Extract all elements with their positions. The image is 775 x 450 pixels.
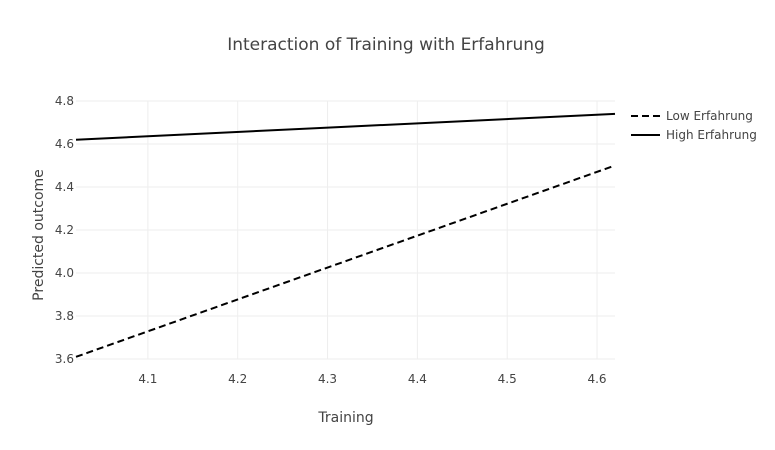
legend-label: High Erfahrung xyxy=(666,128,757,142)
y-tick-label: 4.6 xyxy=(55,137,74,151)
chart-title: Interaction of Training with Erfahrung xyxy=(227,35,545,55)
x-tick-label: 4.1 xyxy=(138,372,157,386)
y-axis-ticks: 3.6 3.8 4.0 4.2 4.4 4.6 4.8 xyxy=(55,94,74,366)
x-tick-label: 4.2 xyxy=(228,372,247,386)
x-tick-label: 4.4 xyxy=(408,372,427,386)
series-line-high xyxy=(75,112,616,141)
x-tick-label: 4.6 xyxy=(587,372,606,386)
x-tick-label: 4.3 xyxy=(318,372,337,386)
x-tick-label: 4.5 xyxy=(498,372,517,386)
y-tick-label: 4.4 xyxy=(55,180,74,194)
y-axis-title: Predicted outcome xyxy=(31,169,47,301)
x-axis-title: Training xyxy=(317,410,373,426)
y-tick-label: 4.2 xyxy=(55,223,74,237)
legend: Low Erfahrung High Erfahrung xyxy=(631,109,757,142)
y-tick-label: 3.8 xyxy=(55,309,74,323)
y-tick-label: 4.0 xyxy=(55,266,74,280)
legend-label: Low Erfahrung xyxy=(666,109,753,123)
y-tick-label: 3.6 xyxy=(55,352,74,366)
x-axis-ticks: 4.1 4.2 4.3 4.4 4.5 4.6 xyxy=(138,372,606,386)
series-lines xyxy=(75,112,616,358)
series-line-low xyxy=(75,164,616,358)
grid xyxy=(76,100,615,360)
y-tick-label: 4.8 xyxy=(55,94,74,108)
